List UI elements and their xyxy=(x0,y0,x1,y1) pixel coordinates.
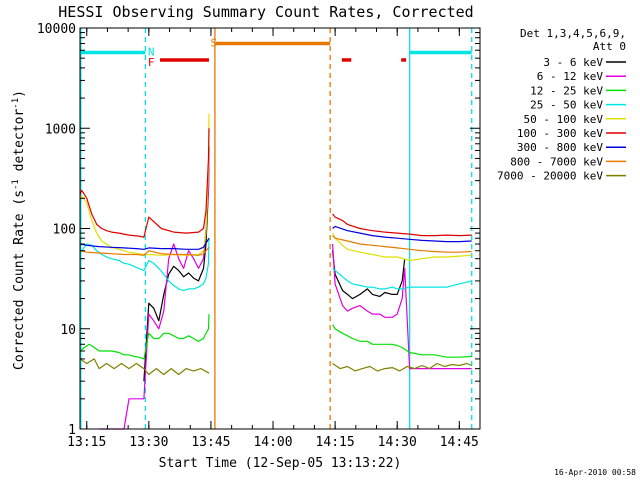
x-tick-label-0: 13:15 xyxy=(67,435,106,450)
legend-label-3-6-kev: 3 - 6 keV xyxy=(543,56,603,69)
x-tick-label-5: 14:30 xyxy=(378,435,417,450)
y-axis-label-mid: detector xyxy=(12,109,27,180)
series-line-6-12-kev-0 xyxy=(99,154,210,430)
y-tick-label-1: 10 xyxy=(60,323,76,338)
x-tick-label-2: 13:45 xyxy=(191,435,230,450)
timestamp: 16-Apr-2010 00:58 xyxy=(554,468,636,477)
series-line-50-100-kev-1 xyxy=(332,232,472,262)
legend-header-detectors: Det 1,3,4,5,6,9, xyxy=(520,27,626,40)
x-tick-label-4: 14:15 xyxy=(316,435,355,450)
series-line-100-300-kev-0 xyxy=(79,128,210,238)
series-line-300-800-kev-1 xyxy=(332,225,472,243)
y-axis-label: Corrected Count Rate (s-1 detector-1) xyxy=(11,90,27,370)
legend-label-6-12-kev: 6 - 12 keV xyxy=(537,70,604,83)
series-line-12-25-kev-0 xyxy=(79,314,210,360)
flag-label-f: F xyxy=(148,56,155,69)
x-tick-label-3: 14:00 xyxy=(253,435,292,450)
series-line-800-7000-kev-0 xyxy=(79,246,210,256)
legend-label-300-800-kev: 300 - 800 keV xyxy=(517,141,603,154)
legend-label-800-7000-kev: 800 - 7000 keV xyxy=(510,155,603,168)
plot-content: NF S xyxy=(79,28,473,430)
legend-label-25-50-kev: 25 - 50 keV xyxy=(530,99,603,112)
series-line-6-12-kev-1 xyxy=(332,243,472,370)
legend-label-12-25-kev: 12 - 25 keV xyxy=(530,84,603,97)
flag-label-s: S xyxy=(210,37,217,50)
y-axis-label-sup1: -1 xyxy=(11,179,21,190)
series-line-300-800-kev-0 xyxy=(79,237,210,250)
x-tick-label-6: 14:45 xyxy=(440,435,479,450)
series-line-7000-20000-kev-1 xyxy=(332,362,472,372)
series-line-800-7000-kev-1 xyxy=(332,235,472,253)
x-axis-label: Start Time (12-Sep-05 13:13:22) xyxy=(159,456,402,471)
series-line-12-25-kev-1 xyxy=(332,324,472,358)
chart-title: HESSI Observing Summary Count Rates, Cor… xyxy=(58,3,473,21)
legend-label-50-100-kev: 50 - 100 keV xyxy=(524,113,604,126)
series-line-100-300-kev-1 xyxy=(332,213,472,237)
y-tick-label-0: 1 xyxy=(68,423,76,438)
x-tick-label-1: 13:30 xyxy=(129,435,168,450)
y-axis-label-sup2: -1 xyxy=(11,98,21,109)
y-tick-label-3: 1000 xyxy=(45,122,76,137)
y-axis-label-end: ) xyxy=(12,90,27,98)
flag-label-n: N xyxy=(148,45,155,58)
y-tick-label-4: 10000 xyxy=(37,22,76,37)
series-line-50-100-kev-0 xyxy=(79,113,210,256)
series-line-7000-20000-kev-0 xyxy=(79,358,210,376)
y-axis-label-main: Corrected Count Rate (s xyxy=(12,190,27,370)
y-tick-label-2: 100 xyxy=(53,223,76,238)
series-line-25-50-kev-1 xyxy=(332,267,472,290)
axis-tick-labels: 13:15 13:30 13:45 14:00 14:15 14:30 14:45 1 10 10… xyxy=(37,22,479,450)
series-line-3-6-kev-0 xyxy=(143,146,210,382)
series-line-3-6-kev-1 xyxy=(332,250,406,300)
legend-label-100-300-kev: 100 - 300 keV xyxy=(517,127,603,140)
legend-label-7000-20000-kev: 7000 - 20000 keV xyxy=(497,170,603,183)
legend-header-attenuator: Att 0 xyxy=(593,40,626,53)
axis-ticks xyxy=(80,27,480,430)
